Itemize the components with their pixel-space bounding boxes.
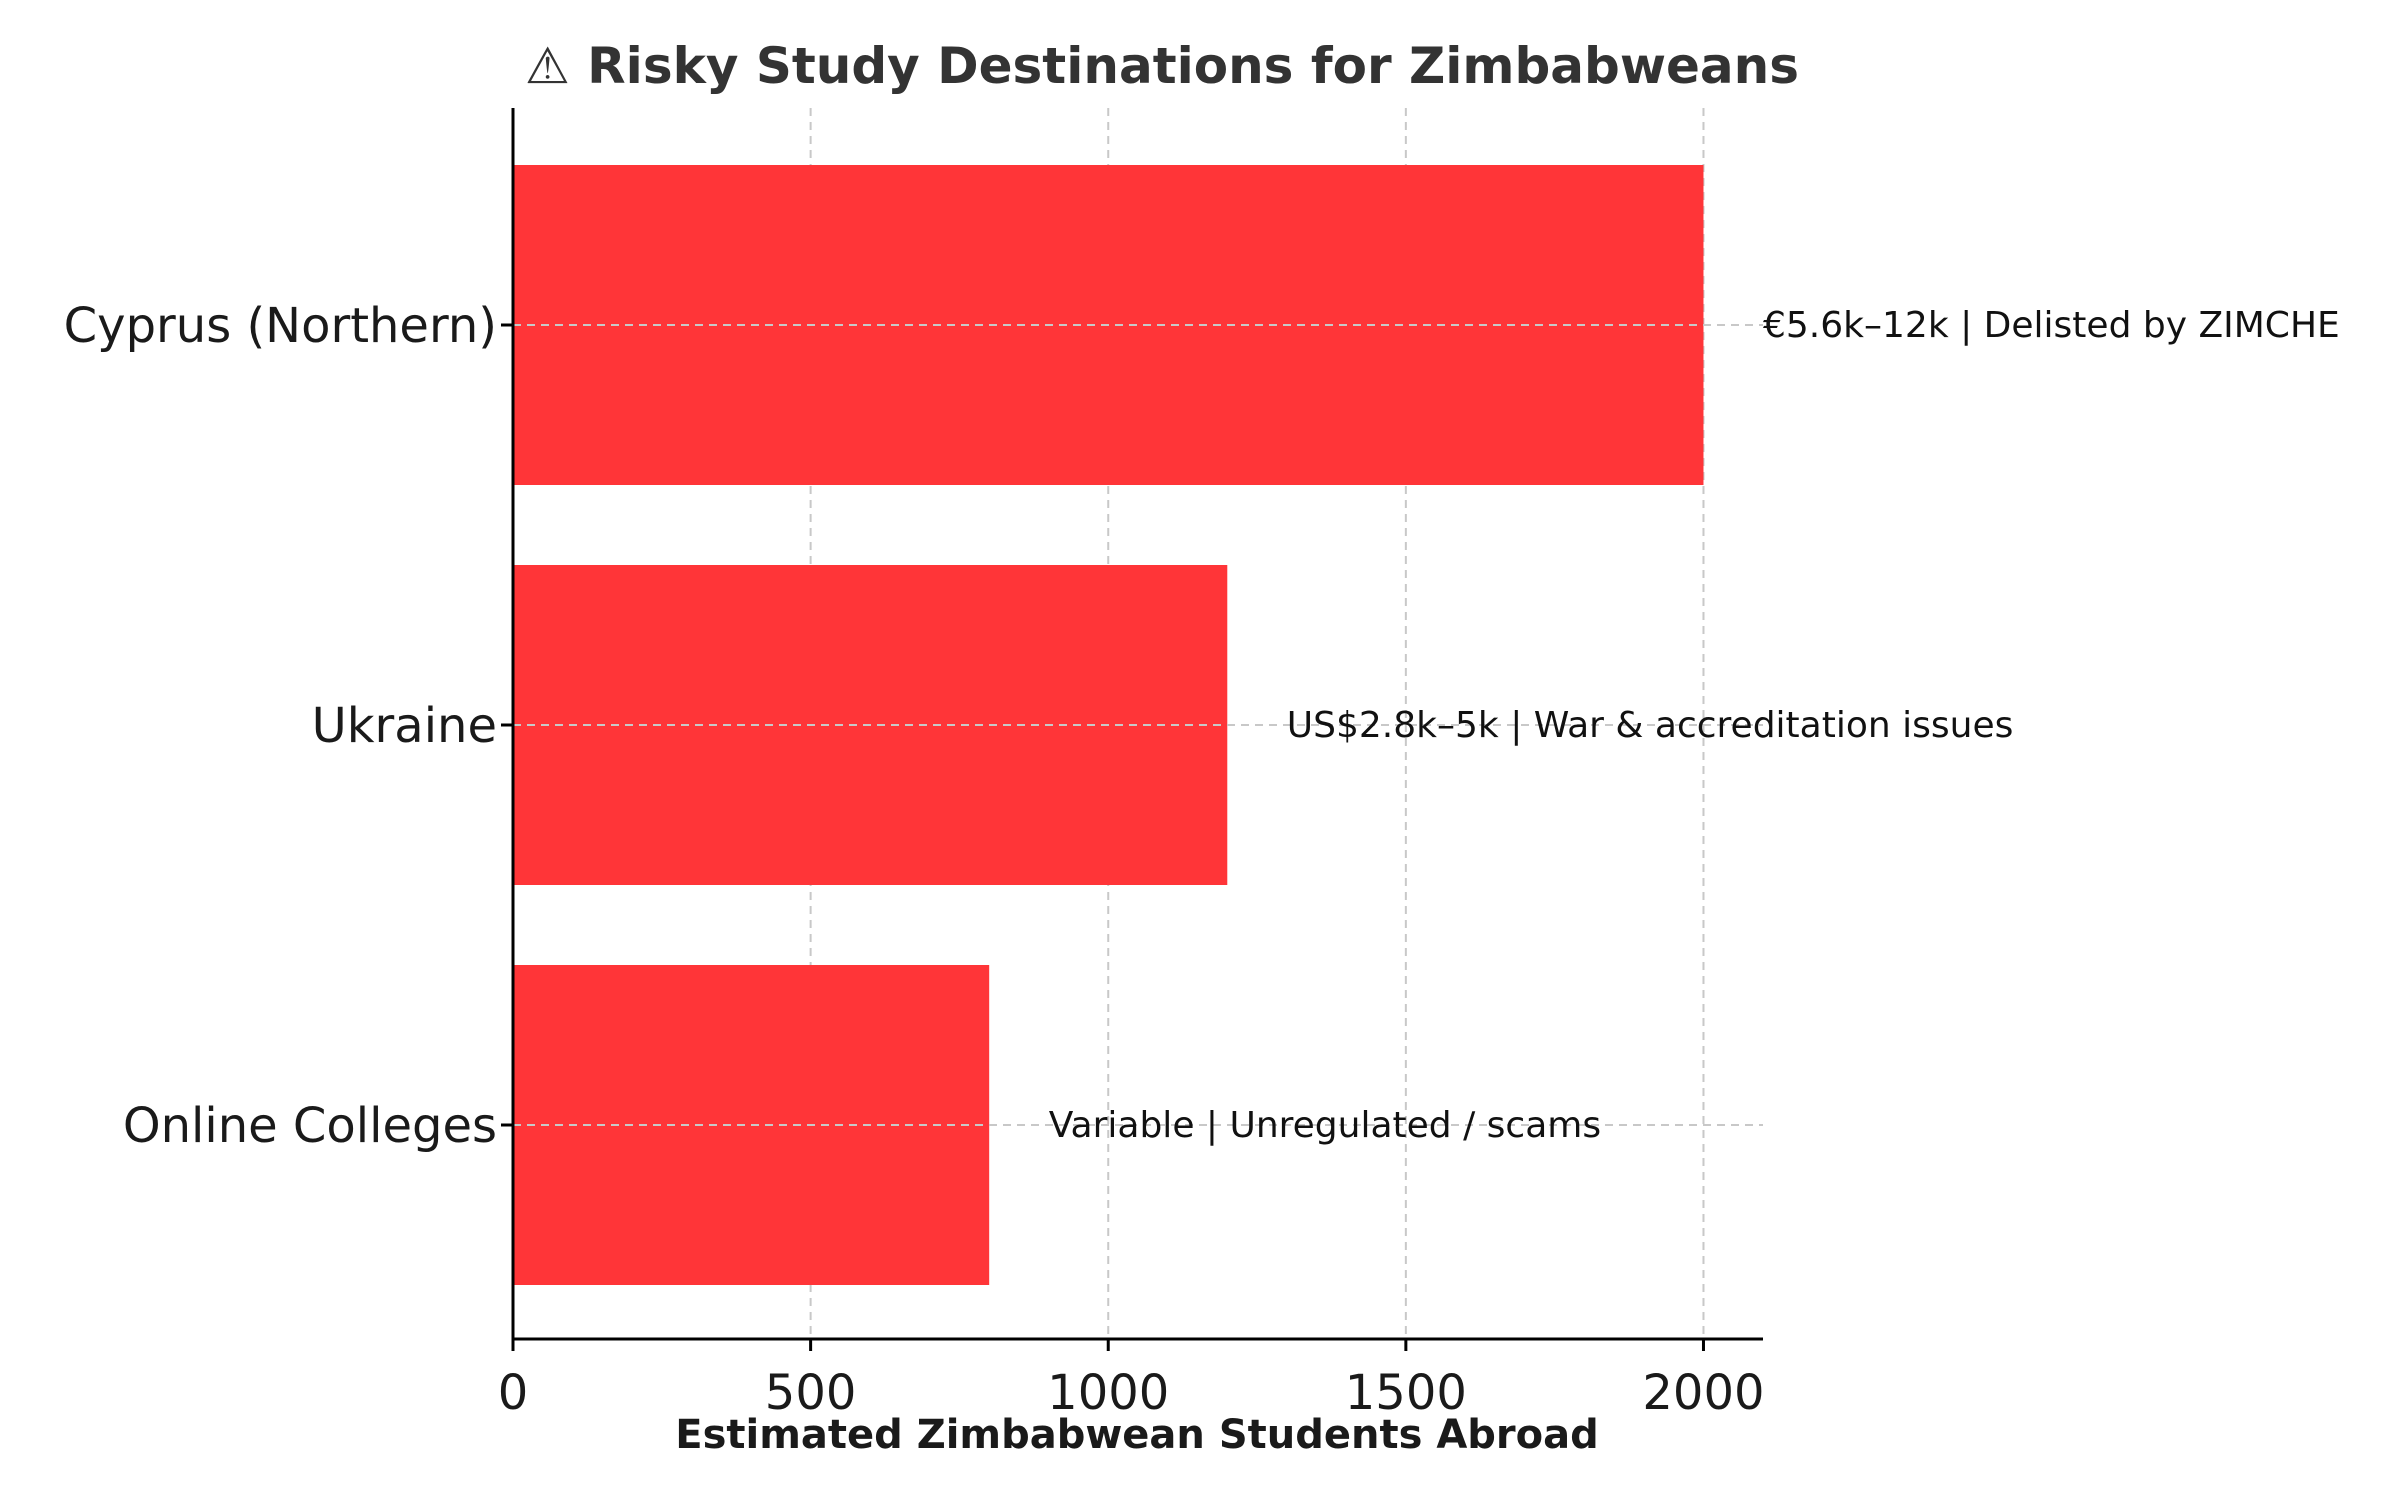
category-label: Online Colleges (123, 1098, 497, 1154)
bar-annotation: US$2.8k–5k | War & accreditation issues (1287, 705, 2014, 746)
x-tick-label: 2000 (1642, 1365, 1764, 1421)
x-tick-label: 500 (765, 1365, 857, 1421)
x-tick-label: 1500 (1345, 1365, 1467, 1421)
axes (501, 108, 1763, 1351)
x-tick-label: 0 (498, 1365, 529, 1421)
x-tick-label: 1000 (1047, 1365, 1169, 1421)
labels: 0 500 1000 1500 2000 Cyprus (Northern) €5.6k–1… (64, 298, 2340, 1421)
bars (513, 165, 1704, 1285)
x-axis-label: Estimated Zimbabwean Students Abroad (675, 1412, 1599, 1458)
bar-annotation: €5.6k–12k | Delisted by ZIMCHE (1763, 305, 2340, 346)
chart-title: ⚠ Risky Study Destinations for Zimbabwea… (525, 37, 1799, 95)
bar-annotation: Variable | Unregulated / scams (1049, 1105, 1601, 1146)
category-label: Ukraine (312, 698, 497, 754)
category-label: Cyprus (Northern) (64, 298, 497, 354)
